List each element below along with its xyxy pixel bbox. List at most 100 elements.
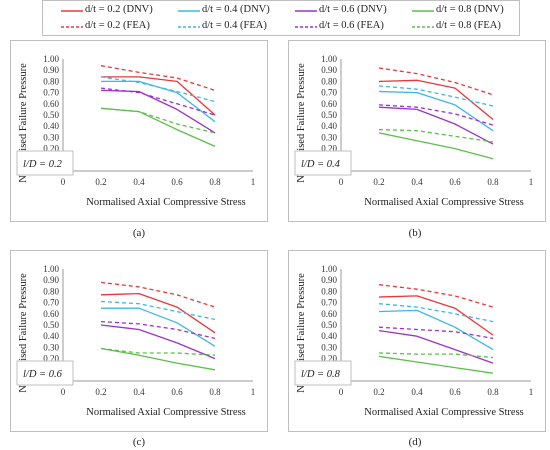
x-axis-label: Normalised Axial Compressive Stress <box>364 197 524 208</box>
legend-swatch <box>178 26 200 28</box>
chart-svg: 0.000.100.200.300.400.500.600.700.800.90… <box>16 54 256 208</box>
chart-panel-d: 0.000.100.200.300.400.500.600.700.800.90… <box>288 250 546 432</box>
y-tick-label: 1.00 <box>43 54 59 64</box>
chart-svg: 0.000.100.200.300.400.500.600.700.800.90… <box>294 264 534 418</box>
y-tick-label: 0.20 <box>43 144 59 154</box>
caption-d: (d) <box>408 436 422 448</box>
chart-svg: 0.000.100.200.300.400.500.600.700.800.90… <box>294 54 534 208</box>
series-line <box>378 284 494 308</box>
y-tick-label: 0.40 <box>321 331 337 341</box>
chart-panel-c: 0.000.100.200.300.400.500.600.700.800.90… <box>10 250 268 432</box>
x-tick-label: 0.4 <box>411 177 423 187</box>
y-tick-label: 0.40 <box>43 331 59 341</box>
series-line <box>378 355 494 374</box>
annotation-text: l/D = 0.8 <box>301 369 341 380</box>
legend-swatch <box>61 26 83 28</box>
caption-c: (c) <box>132 436 146 448</box>
y-tick-label: 0.60 <box>321 99 337 109</box>
x-tick-label: 0.6 <box>449 387 461 397</box>
legend-label: d/t = 0.2 (FEA) <box>85 20 150 31</box>
series-line <box>378 85 494 107</box>
x-tick-label: 0.8 <box>487 387 499 397</box>
legend-label: d/t = 0.4 (DNV) <box>202 4 270 15</box>
legend-label: d/t = 0.6 (FEA) <box>319 20 384 31</box>
y-tick-label: 0.50 <box>321 320 337 330</box>
ld-annotation: l/D = 0.2 <box>16 150 74 176</box>
series-line <box>100 292 216 334</box>
x-tick-label: 0.4 <box>133 387 145 397</box>
x-tick-label: 0 <box>339 387 344 397</box>
series-line <box>378 104 494 126</box>
y-tick-label: 0.70 <box>321 298 337 308</box>
y-tick-label: 0.20 <box>321 144 337 154</box>
x-tick-label: 0.2 <box>95 387 106 397</box>
chart-panel-b: 0.000.100.200.300.400.500.600.700.800.90… <box>288 40 546 222</box>
series-line <box>378 79 494 121</box>
series-line <box>378 106 494 145</box>
y-tick-label: 0.70 <box>321 88 337 98</box>
series-line <box>100 107 216 147</box>
x-axis-label: Normalised Axial Compressive Stress <box>364 407 524 418</box>
chart-legend: d/t = 0.2 (DNV) d/t = 0.4 (DNV) d/t = 0.6 … <box>42 0 520 36</box>
caption-a: (a) <box>132 227 146 239</box>
x-tick-label: 1 <box>529 177 534 187</box>
series-line <box>378 309 494 351</box>
series-line <box>100 107 216 134</box>
legend-label: d/t = 0.4 (FEA) <box>202 20 267 31</box>
series-line <box>378 67 494 96</box>
series-line <box>378 295 494 336</box>
series-line <box>378 352 494 359</box>
y-tick-label: 0.50 <box>43 110 59 120</box>
y-tick-label: 1.00 <box>43 264 59 274</box>
annotation-text: l/D = 0.6 <box>23 369 63 380</box>
x-tick-label: 0.4 <box>133 177 145 187</box>
y-tick-label: 0.40 <box>43 121 59 131</box>
x-tick-label: 0 <box>61 387 66 397</box>
series-line <box>100 65 216 92</box>
y-tick-label: 0.30 <box>43 132 59 142</box>
annotation-text: l/D = 0.4 <box>301 159 341 170</box>
y-tick-label: 0.30 <box>321 342 337 352</box>
x-tick-label: 0.6 <box>171 387 183 397</box>
series-line <box>378 329 494 364</box>
legend-swatch <box>295 26 317 28</box>
x-tick-label: 0.8 <box>209 177 221 187</box>
series-line <box>100 87 216 116</box>
y-tick-label: 0.30 <box>43 342 59 352</box>
series-line <box>378 132 494 160</box>
x-tick-label: 0.6 <box>171 177 183 187</box>
x-tick-label: 0 <box>339 177 344 187</box>
y-axis-label: Normalised Failure Pressure <box>296 63 307 183</box>
caption-b: (b) <box>408 227 422 239</box>
series-line <box>378 326 494 340</box>
y-tick-label: 1.00 <box>321 264 337 274</box>
ld-annotation: l/D = 0.6 <box>16 360 74 386</box>
ld-annotation: l/D = 0.8 <box>294 360 352 386</box>
series-line <box>378 90 494 132</box>
x-tick-label: 1 <box>529 387 534 397</box>
series-line <box>100 347 216 371</box>
x-tick-label: 0.4 <box>411 387 423 397</box>
series-line <box>100 324 216 360</box>
legend-swatch <box>295 10 317 12</box>
y-tick-label: 0.70 <box>43 88 59 98</box>
series-line <box>100 281 216 308</box>
legend-swatch <box>412 26 434 28</box>
series-line <box>100 76 216 103</box>
y-tick-label: 0.60 <box>321 309 337 319</box>
y-tick-label: 0.60 <box>43 99 59 109</box>
x-tick-label: 0.2 <box>373 177 384 187</box>
y-axis-label: Normalised Failure Pressure <box>18 63 29 183</box>
y-axis-label: Normalised Failure Pressure <box>18 273 29 393</box>
y-tick-label: 0.20 <box>321 354 337 364</box>
series-line <box>378 303 494 323</box>
legend-swatch <box>412 10 434 12</box>
annotation-text: l/D = 0.2 <box>23 159 63 170</box>
x-tick-label: 0.6 <box>449 177 461 187</box>
y-tick-label: 0.80 <box>43 286 59 296</box>
x-axis-label: Normalised Axial Compressive Stress <box>86 197 246 208</box>
series-line <box>100 300 216 321</box>
x-tick-label: 1 <box>251 177 256 187</box>
y-tick-label: 0.80 <box>43 76 59 86</box>
x-tick-label: 1 <box>251 387 256 397</box>
